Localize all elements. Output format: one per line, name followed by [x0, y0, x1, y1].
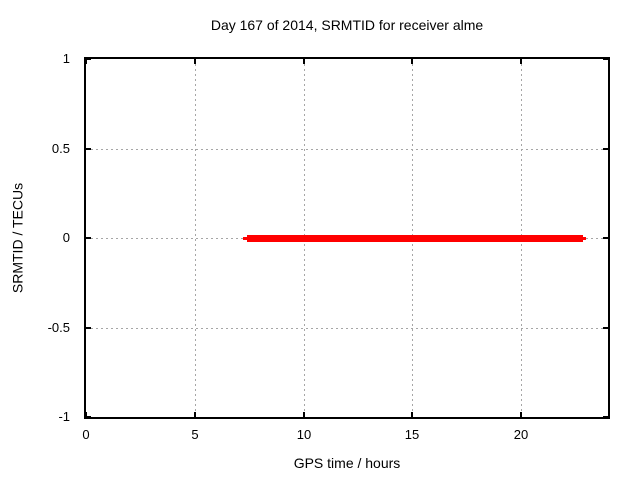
data-series-line [247, 235, 583, 242]
y-axis-label: SRMTID / TECUs [9, 182, 26, 294]
plot-area [84, 57, 610, 419]
y-tick-mark [86, 327, 91, 329]
x-tick-mark [411, 59, 413, 64]
y-tick-label: 0.5 [51, 141, 70, 156]
x-tick-label: 5 [191, 427, 199, 442]
y-tick-mark [603, 58, 608, 60]
y-tick-label: 1 [62, 51, 70, 66]
y-tick-mark [603, 327, 608, 329]
y-gridline [86, 148, 608, 150]
x-tick-label: 10 [296, 427, 312, 442]
x-tick-mark [194, 412, 196, 417]
y-gridline [86, 327, 608, 329]
y-tick-label: 0 [62, 230, 70, 245]
y-tick-mark [86, 58, 91, 60]
x-tick-label: 15 [404, 427, 420, 442]
data-series-line-cap [243, 237, 247, 240]
x-tick-mark [303, 59, 305, 64]
x-tick-mark [520, 412, 522, 417]
y-tick-mark [86, 148, 91, 150]
x-tick-mark [194, 59, 196, 64]
x-tick-mark [303, 412, 305, 417]
y-tick-mark [603, 148, 608, 150]
chart-title: Day 167 of 2014, SRMTID for receiver alm… [210, 17, 484, 33]
x-tick-mark [520, 59, 522, 64]
y-tick-label: -0.5 [47, 320, 70, 335]
data-series-line-cap [583, 237, 586, 240]
x-axis-label: GPS time / hours [293, 455, 401, 471]
x-tick-label: 20 [513, 427, 529, 442]
y-tick-mark [603, 237, 608, 239]
x-tick-mark [85, 59, 87, 64]
x-tick-mark [85, 412, 87, 417]
y-tick-label: -1 [58, 409, 70, 424]
x-tick-label: 0 [82, 427, 90, 442]
y-tick-mark [603, 416, 608, 418]
y-tick-mark [86, 416, 91, 418]
y-tick-mark [86, 237, 91, 239]
x-tick-mark [411, 412, 413, 417]
